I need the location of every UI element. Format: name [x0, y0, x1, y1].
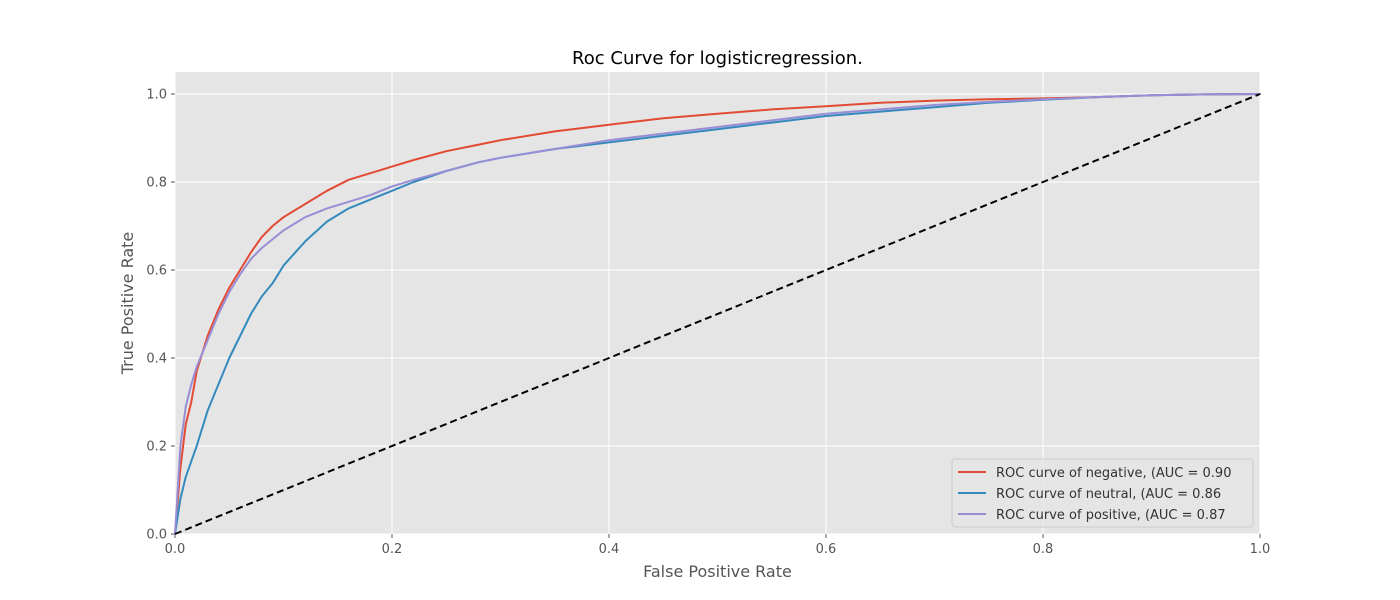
- plot-area: [175, 72, 1260, 534]
- legend-label: ROC curve of negative, (AUC = 0.90: [996, 466, 1231, 481]
- legend-label: ROC curve of positive, (AUC = 0.87: [996, 508, 1226, 523]
- roc-line-series-2: [174, 93, 1261, 535]
- x-axis-ticks: 0.0 0.2 0.4 0.6 0.8 1.0: [165, 534, 1271, 557]
- x-tick-label: 0.4: [599, 542, 620, 557]
- x-tick-label: 1.0: [1250, 542, 1271, 557]
- y-tick-label: 0.8: [146, 176, 167, 191]
- roc-line-series-3: [174, 93, 1261, 535]
- y-axis-label: True Positive Rate: [118, 232, 137, 376]
- legend: ROC curve of negative, (AUC = 0.90 ROC cu…: [951, 458, 1254, 528]
- chart-title: Roc Curve for logisticregression.: [572, 48, 863, 69]
- x-axis-label: False Positive Rate: [643, 562, 792, 581]
- roc-line-series-1: [174, 93, 1261, 535]
- y-tick-label: 1.0: [146, 88, 167, 103]
- y-tick-label: 0.4: [146, 352, 167, 367]
- gridlines: [174, 72, 1261, 535]
- legend-label: ROC curve of neutral, (AUC = 0.86: [996, 487, 1221, 502]
- x-tick-label: 0.0: [165, 542, 186, 557]
- y-tick-label: 0.0: [146, 528, 167, 543]
- chance-diagonal-line: [174, 93, 1261, 535]
- legend-box: [951, 458, 1254, 528]
- x-tick-label: 0.8: [1033, 542, 1054, 557]
- y-axis-ticks: 0.0 0.2 0.4 0.6 0.8 1.0: [146, 88, 175, 543]
- series-lines: [174, 93, 1261, 535]
- x-tick-label: 0.2: [382, 542, 403, 557]
- x-tick-label: 0.6: [816, 542, 837, 557]
- y-tick-label: 0.2: [146, 440, 167, 455]
- y-tick-label: 0.6: [146, 264, 167, 279]
